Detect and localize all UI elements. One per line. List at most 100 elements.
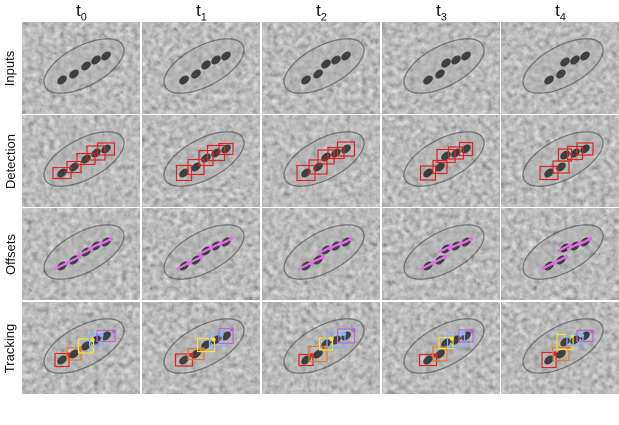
organelle <box>101 144 111 154</box>
detection-box <box>187 158 205 176</box>
track-marker <box>351 327 356 333</box>
organelle <box>57 355 67 365</box>
panel-detection-t3 <box>382 115 500 207</box>
track-marker <box>189 352 194 358</box>
column-label-t1: t1 <box>142 0 261 23</box>
organelle <box>423 75 433 85</box>
column-label-base: t <box>196 1 201 20</box>
organelle <box>57 75 67 85</box>
microscopy-image <box>142 302 260 394</box>
column-label-base: t <box>436 1 441 20</box>
offset-arrow-head <box>567 242 573 248</box>
track-box <box>298 353 314 367</box>
texture-background <box>501 22 619 114</box>
microscopy-image <box>22 208 140 300</box>
panel-tracking-t1 <box>142 302 260 394</box>
organelle <box>556 69 566 79</box>
organelle <box>91 55 101 65</box>
panel-inputs-t0 <box>22 22 140 114</box>
row-label-tracking: Tracking <box>0 302 20 394</box>
detection-box <box>566 145 584 161</box>
detection-box <box>218 142 234 156</box>
row-label-inputs: Inputs <box>0 22 20 114</box>
track-marker <box>99 332 104 338</box>
organelle <box>179 168 189 178</box>
organelle <box>435 349 445 359</box>
column-label-t2: t2 <box>262 0 381 23</box>
organelle <box>544 168 554 178</box>
column-label-base: t <box>76 1 81 20</box>
panel-offsets-t4 <box>501 208 619 300</box>
track-marker <box>329 336 334 342</box>
track-box <box>88 333 104 347</box>
offset-arrow-head <box>348 236 354 242</box>
microscopy-image <box>501 208 619 300</box>
organelle <box>435 162 445 172</box>
organelle <box>580 51 590 61</box>
track-box <box>576 329 594 343</box>
detection-box <box>175 164 193 182</box>
offset-arrow-head <box>228 236 234 242</box>
panel-detection-t4 <box>501 115 619 207</box>
organelle <box>101 331 111 341</box>
detection-box <box>336 141 356 157</box>
detection-box <box>576 142 594 156</box>
track-box <box>458 329 474 343</box>
panel-offsets-t1 <box>142 208 260 300</box>
microscopy-image <box>262 302 380 394</box>
track-marker <box>90 337 95 343</box>
column-label-base: t <box>316 1 321 20</box>
offset-arrow <box>65 255 81 265</box>
detection-box <box>432 159 448 175</box>
track-marker <box>111 329 117 334</box>
organelle <box>69 69 79 79</box>
track-box <box>326 332 346 348</box>
detection-box <box>198 149 214 167</box>
offset-arrow-head <box>587 236 593 242</box>
organelle <box>441 58 451 68</box>
offset-arrow <box>552 255 568 265</box>
offset-arrow <box>217 237 233 247</box>
offset-arrow <box>540 261 556 271</box>
panel-tracking-t2 <box>262 302 380 394</box>
track-marker <box>211 337 216 342</box>
panel-detection-t2 <box>262 115 380 207</box>
column-label-subscript: 4 <box>559 11 566 24</box>
microscopy-image <box>142 115 260 207</box>
track-marker <box>200 347 206 352</box>
panel-offsets-t3 <box>382 208 500 300</box>
track-box <box>196 337 216 353</box>
offset-arrow <box>175 261 191 271</box>
panel-tracking-t0 <box>22 302 140 394</box>
offset-arrow <box>297 261 313 271</box>
organelle <box>570 55 580 65</box>
offset-arrow-head <box>442 254 448 260</box>
track-marker <box>579 333 585 338</box>
column-label-t3: t3 <box>382 0 501 23</box>
microscopy-image <box>22 115 140 207</box>
track-box <box>418 353 438 367</box>
organelle <box>201 340 211 350</box>
organelle <box>301 75 311 85</box>
row-label-text: Tracking <box>2 323 18 373</box>
offset-arrow <box>457 237 473 247</box>
offset-arrow <box>419 261 435 271</box>
microscopy-image <box>501 115 619 207</box>
microscopy-image <box>142 22 260 114</box>
offset-arrow-head <box>108 236 114 242</box>
row-label-detection: Detection <box>0 115 20 207</box>
row-label-text: Offsets <box>2 233 18 275</box>
panel-inputs-t3 <box>382 22 500 114</box>
track-box <box>556 333 574 351</box>
organelle <box>544 355 554 365</box>
row-label-offsets: Offsets <box>0 208 20 300</box>
offset-arrow-head <box>76 254 82 260</box>
panel-offsets-t0 <box>22 208 140 300</box>
track-box <box>96 329 116 343</box>
panel-inputs-t4 <box>501 22 619 114</box>
organelle <box>321 59 331 69</box>
microscopy-image <box>501 302 619 394</box>
organelle <box>560 57 570 67</box>
organelle <box>556 349 566 359</box>
